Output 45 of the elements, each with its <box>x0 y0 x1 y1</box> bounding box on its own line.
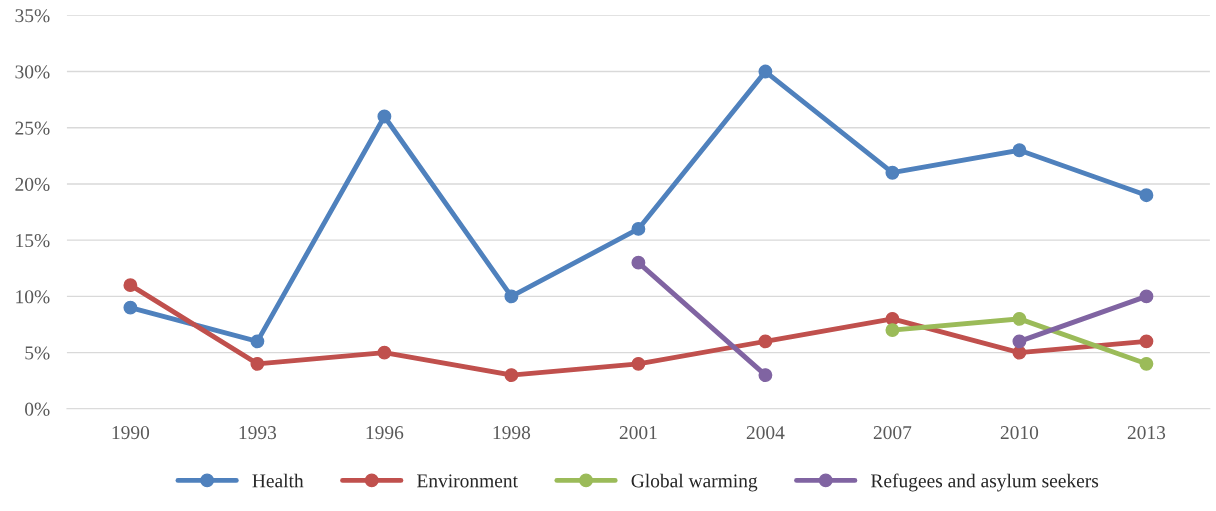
point <box>758 368 773 383</box>
point <box>504 368 519 383</box>
x-tick-label: 1993 <box>239 426 277 440</box>
x-tick-label: 2010 <box>1000 426 1039 440</box>
x-tick-label: 2001 <box>619 426 657 440</box>
point <box>1012 334 1027 349</box>
point <box>758 64 773 79</box>
point <box>377 345 392 360</box>
y-tick-label: 10% <box>16 290 50 304</box>
x-tick-label: 1998 <box>493 426 531 440</box>
point <box>885 323 900 338</box>
point <box>1139 356 1154 371</box>
point <box>250 334 265 349</box>
point <box>123 278 138 293</box>
y-tick-label: 5% <box>25 346 50 360</box>
point <box>1139 188 1154 203</box>
point <box>758 334 773 349</box>
y-tick-label: 20% <box>15 177 50 191</box>
x-tick-label: 2007 <box>873 426 912 440</box>
point <box>123 300 138 315</box>
legend-label: Health <box>252 473 304 488</box>
point <box>631 356 646 371</box>
x-tick-label: 2013 <box>1127 426 1166 440</box>
point <box>504 289 519 304</box>
legend-label: Environment <box>417 474 518 488</box>
legend-label: Refugees and asylum seekers <box>870 473 1099 492</box>
point <box>1139 334 1154 349</box>
point <box>1012 345 1027 360</box>
point <box>631 255 646 270</box>
point <box>1139 289 1154 304</box>
point <box>631 221 646 236</box>
y-tick-label: 25% <box>15 121 50 135</box>
point <box>1012 143 1027 158</box>
point <box>250 356 265 371</box>
point <box>377 109 392 124</box>
x-tick-label: 1996 <box>366 426 404 440</box>
y-tick-label: 30% <box>15 65 50 79</box>
y-tick-label: 35% <box>15 9 50 23</box>
x-tick-label: 2004 <box>746 426 785 440</box>
point <box>885 165 900 180</box>
x-tick-label: 1990 <box>112 426 150 440</box>
y-tick-label: 15% <box>16 233 50 248</box>
legend-label: Global warming <box>631 473 758 492</box>
y-tick-label: 0% <box>25 402 50 416</box>
point <box>1012 311 1027 326</box>
